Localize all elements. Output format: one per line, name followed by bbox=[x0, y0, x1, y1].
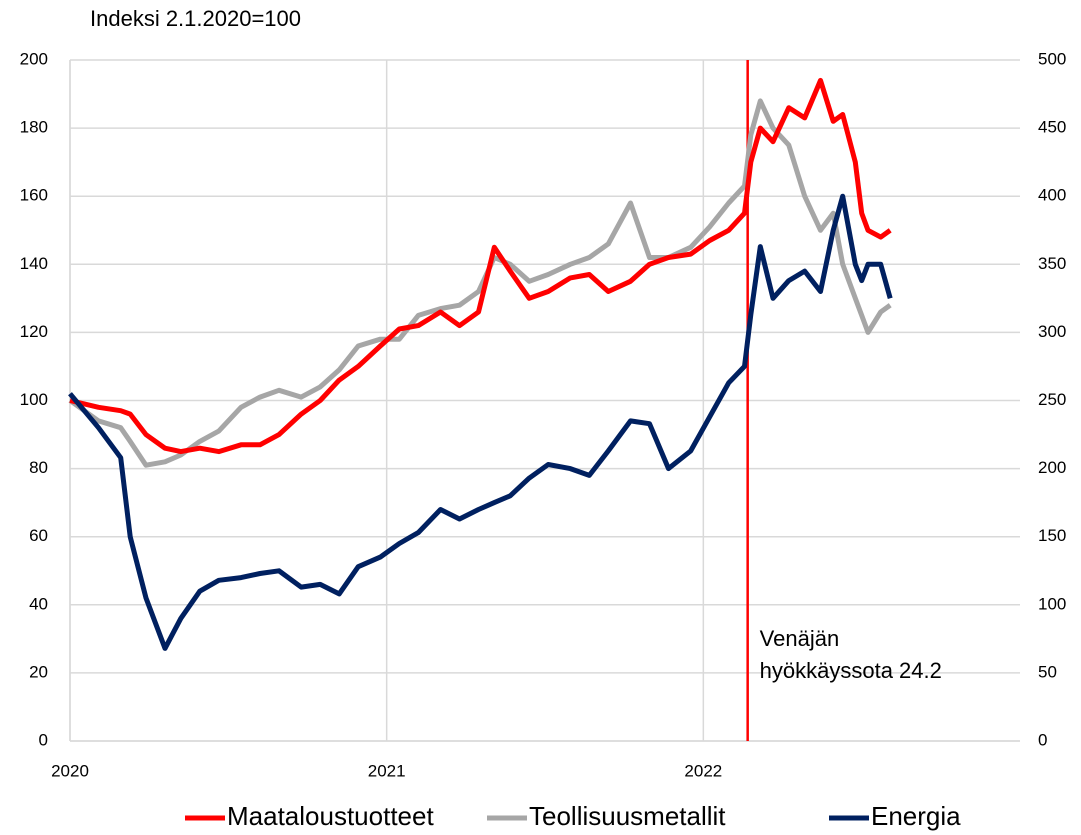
y2-tick-label: 300 bbox=[1038, 322, 1066, 341]
y2-tick-label: 100 bbox=[1038, 594, 1066, 613]
y-tick-label: 160 bbox=[20, 186, 48, 205]
y2-tick-label: 450 bbox=[1038, 118, 1066, 137]
y2-tick-label: 200 bbox=[1038, 458, 1066, 477]
annotation: hyökkäyssota 24.2 bbox=[760, 658, 942, 683]
series-line bbox=[69, 77, 892, 455]
y-tick-label: 200 bbox=[20, 49, 48, 68]
x-tick-label: 2021 bbox=[368, 761, 406, 780]
series-line bbox=[68, 193, 893, 651]
y-tick-label: 40 bbox=[29, 594, 48, 613]
y2-tick-label: 500 bbox=[1038, 49, 1066, 68]
annotation: Venäjän bbox=[760, 626, 840, 651]
legend-label: Energia bbox=[871, 801, 961, 831]
y2-tick-label: 0 bbox=[1038, 730, 1047, 749]
x-tick-label: 2022 bbox=[684, 761, 722, 780]
y2-tick-label: 350 bbox=[1038, 254, 1066, 273]
y2-tick-label: 400 bbox=[1038, 186, 1066, 205]
y-tick-label: 140 bbox=[20, 254, 48, 273]
y-tick-label: 100 bbox=[20, 390, 48, 409]
y-tick-label: 60 bbox=[29, 526, 48, 545]
legend-label: Teollisuusmetallit bbox=[529, 801, 726, 831]
x-tick-label: 2020 bbox=[51, 761, 89, 780]
series-line bbox=[68, 98, 892, 468]
y-tick-label: 80 bbox=[29, 458, 48, 477]
chart-subtitle: Indeksi 2.1.2020=100 bbox=[90, 6, 301, 31]
y-tick-label: 0 bbox=[39, 730, 48, 749]
y2-tick-label: 250 bbox=[1038, 390, 1066, 409]
y2-tick-label: 50 bbox=[1038, 662, 1057, 681]
y-tick-label: 20 bbox=[29, 662, 48, 681]
y2-tick-label: 150 bbox=[1038, 526, 1066, 545]
y-tick-label: 180 bbox=[20, 118, 48, 137]
y-tick-label: 120 bbox=[20, 322, 48, 341]
legend-label: Maataloustuotteet bbox=[227, 801, 434, 831]
